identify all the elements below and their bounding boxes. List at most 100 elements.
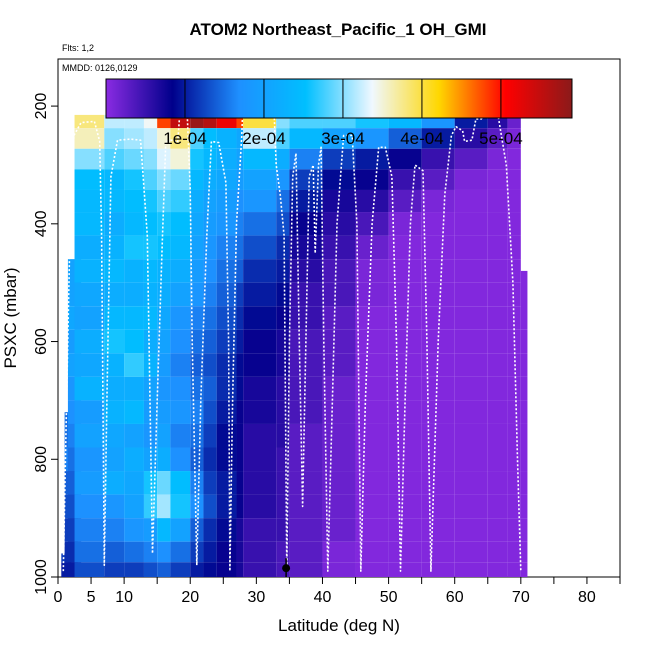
heatmap-cell (170, 562, 191, 577)
heatmap-cell (203, 541, 217, 563)
colorbar-tick-label: 5e-04 (479, 129, 522, 148)
heatmap-cell (157, 423, 171, 448)
heatmap-cell (74, 259, 105, 283)
heatmap-cell (289, 471, 323, 495)
heatmap-cell (104, 128, 125, 149)
x-tick-label: 50 (380, 589, 398, 606)
heatmap-cell (322, 148, 356, 170)
colorbar-tick-label: 3e-04 (321, 129, 364, 148)
heatmap-cell (170, 169, 191, 190)
heatmap-cell (322, 400, 356, 424)
heatmap-cell (276, 353, 290, 377)
heatmap-cell (421, 212, 455, 236)
heatmap-cell (507, 259, 521, 283)
heatmap-cell (124, 235, 144, 260)
heatmap-cell (243, 189, 277, 213)
heatmap-cell (355, 518, 389, 542)
heatmap-cell (143, 329, 158, 354)
heatmap-cell (74, 562, 105, 577)
heatmap-cell (289, 423, 323, 448)
heatmap-cell (520, 400, 528, 424)
heatmap-cell (170, 235, 191, 260)
flights-label: Flts: 1,2 (62, 43, 94, 53)
heatmap-cell (507, 400, 521, 424)
heatmap-cell (74, 114, 105, 129)
heatmap-cells (61, 91, 528, 577)
heatmap-cell (507, 376, 521, 401)
heatmap-cell (243, 376, 277, 401)
heatmap-cell (355, 169, 389, 190)
heatmap-cell (243, 306, 277, 330)
heatmap-cell (216, 541, 237, 563)
heatmap-cell (124, 471, 144, 495)
heatmap-cell (507, 235, 521, 260)
heatmap-cell (243, 562, 277, 577)
heatmap-cell (276, 400, 290, 424)
heatmap-cell (507, 148, 521, 170)
heatmap-cell (170, 329, 191, 354)
heatmap-cell (104, 423, 125, 448)
heatmap-cell (243, 329, 277, 354)
heatmap-cell (170, 259, 191, 283)
heatmap-cell (355, 494, 389, 519)
heatmap-cell (276, 128, 290, 149)
heatmap-cell (190, 189, 204, 213)
heatmap-cell (74, 306, 105, 330)
heatmap-cell (421, 494, 455, 519)
heatmap-cell (355, 235, 389, 260)
latitude-marker (282, 558, 291, 577)
heatmap-cell (157, 376, 171, 401)
x-tick-label: 20 (181, 589, 199, 606)
heatmap-cell (289, 562, 323, 577)
heatmap-cell (454, 562, 488, 577)
heatmap-cell (355, 541, 389, 563)
heatmap-cell (322, 447, 356, 472)
heatmap-cell (289, 212, 323, 236)
heatmap-cell (170, 212, 191, 236)
heatmap-cell (355, 282, 389, 307)
heatmap-cell (74, 212, 105, 236)
y-tick-label: 1000 (33, 559, 50, 595)
heatmap-cell (276, 189, 290, 213)
colorbar-tick-label: 1e-04 (163, 129, 206, 148)
heatmap-cell (157, 541, 171, 563)
heatmap-cell (243, 235, 277, 260)
heatmap-cell (104, 306, 125, 330)
heatmap-cell (157, 494, 171, 519)
heatmap-cell (104, 329, 125, 354)
heatmap-cell (216, 353, 237, 377)
heatmap-cell (289, 541, 323, 563)
heatmap-cell (124, 447, 144, 472)
heatmap-cell (216, 471, 237, 495)
heatmap-cell (216, 169, 237, 190)
heatmap-cell (507, 189, 521, 213)
heatmap-cell (203, 518, 217, 542)
heatmap-cell (322, 235, 356, 260)
heatmap-cell (355, 128, 389, 149)
y-tick-label: 600 (33, 328, 50, 355)
heatmap-cell (388, 353, 422, 377)
heatmap-cell (203, 189, 217, 213)
heatmap-cell (216, 494, 237, 519)
heatmap-cell (276, 376, 290, 401)
heatmap-cell (487, 148, 508, 170)
heatmap-cell (124, 423, 144, 448)
heatmap-cell (289, 235, 323, 260)
heatmap-cell (243, 148, 277, 170)
heatmap-cell (355, 447, 389, 472)
heatmap-cell (289, 189, 323, 213)
heatmap-cell (243, 518, 277, 542)
heatmap-cell (236, 189, 244, 213)
heatmap-cell (421, 400, 455, 424)
heatmap-cell (243, 353, 277, 377)
heatmap-cell (170, 447, 191, 472)
heatmap-cell (421, 259, 455, 283)
heatmap-cell (388, 128, 422, 149)
heatmap-cell (203, 423, 217, 448)
x-tick-label: 0 (54, 589, 63, 606)
heatmap-cell (203, 282, 217, 307)
heatmap-cell (216, 212, 237, 236)
heatmap-cell (243, 447, 277, 472)
heatmap-cell (520, 376, 528, 401)
heatmap-cell (355, 376, 389, 401)
